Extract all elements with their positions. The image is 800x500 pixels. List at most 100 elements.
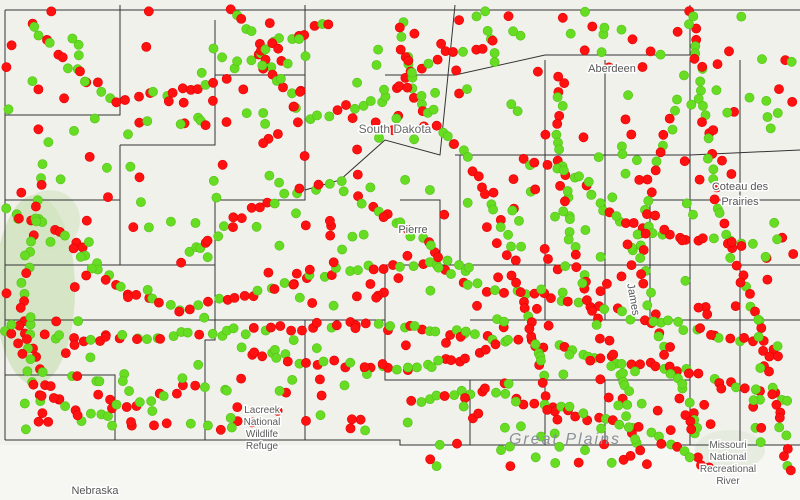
station-marker xyxy=(153,297,164,308)
station-marker xyxy=(680,275,691,286)
station-marker xyxy=(725,252,736,263)
station-marker xyxy=(693,302,704,313)
station-marker xyxy=(606,457,617,468)
station-marker xyxy=(167,88,178,98)
station-marker xyxy=(428,104,439,115)
station-marker xyxy=(93,77,103,88)
station-marker xyxy=(193,359,204,370)
station-marker xyxy=(513,334,524,345)
station-marker xyxy=(499,287,509,298)
station-marker xyxy=(622,239,633,250)
station-marker xyxy=(391,364,402,375)
station-marker xyxy=(57,52,68,63)
station-marker xyxy=(595,353,606,364)
station-marker xyxy=(640,228,651,239)
station-marker xyxy=(508,26,518,37)
station-marker xyxy=(431,461,442,471)
station-marker xyxy=(291,208,301,219)
station-marker xyxy=(217,159,228,170)
station-marker xyxy=(286,325,296,336)
station-marker xyxy=(51,316,62,327)
station-marker xyxy=(454,88,464,99)
station-marker xyxy=(269,284,280,294)
station-marker xyxy=(135,197,146,207)
station-marker xyxy=(16,277,27,288)
labels: South Dakota Aberdeen Pierre Nebraska Gr… xyxy=(70,62,770,499)
station-marker xyxy=(31,216,42,227)
station-marker xyxy=(107,420,117,431)
station-marker xyxy=(324,215,335,226)
station-marker xyxy=(356,198,367,209)
station-marker xyxy=(495,222,506,232)
station-marker xyxy=(313,179,324,190)
station-marker xyxy=(688,11,699,22)
station-marker xyxy=(611,211,622,221)
station-marker xyxy=(488,204,498,215)
station-marker xyxy=(86,263,97,274)
station-marker xyxy=(248,322,259,333)
station-marker xyxy=(550,458,561,468)
station-marker xyxy=(506,270,517,281)
station-marker xyxy=(684,368,694,379)
station-marker xyxy=(650,361,661,372)
station-marker xyxy=(431,120,442,131)
station-marker xyxy=(274,33,284,44)
station-marker xyxy=(753,314,764,325)
station-marker xyxy=(131,289,142,300)
station-marker xyxy=(736,11,747,22)
station-marker xyxy=(672,26,683,37)
station-marker xyxy=(637,62,648,72)
station-marker xyxy=(762,112,773,122)
station-marker xyxy=(697,233,708,244)
station-marker xyxy=(299,151,310,161)
station-marker xyxy=(519,303,530,314)
station-marker xyxy=(503,11,514,22)
station-marker xyxy=(636,269,646,280)
station-marker xyxy=(529,157,540,168)
station-marker xyxy=(370,117,381,128)
station-marker xyxy=(433,355,444,366)
station-marker xyxy=(630,366,640,377)
station-marker xyxy=(325,230,336,241)
station-marker xyxy=(699,399,710,410)
station-marker xyxy=(241,108,252,118)
station-marker xyxy=(446,269,456,279)
station-marker xyxy=(229,292,240,303)
station-marker xyxy=(232,402,243,412)
station-marker xyxy=(25,312,36,322)
station-marker xyxy=(665,368,676,379)
station-marker xyxy=(203,296,213,307)
station-marker xyxy=(436,38,446,49)
station-marker xyxy=(583,176,594,187)
station-marker xyxy=(536,431,546,442)
station-marker xyxy=(677,235,687,246)
station-marker xyxy=(693,368,704,379)
refuge-label: National xyxy=(244,417,281,428)
station-marker xyxy=(260,44,271,55)
station-marker xyxy=(709,194,720,205)
station-marker xyxy=(539,243,550,254)
station-marker xyxy=(596,47,607,58)
station-marker xyxy=(378,212,389,222)
state-label: South Dakota xyxy=(359,122,432,136)
station-marker xyxy=(550,211,560,222)
station-marker xyxy=(100,274,111,285)
station-marker xyxy=(408,261,419,271)
station-marker xyxy=(442,255,453,266)
station-marker xyxy=(126,417,136,427)
station-marker xyxy=(769,217,780,228)
station-marker xyxy=(614,419,625,430)
station-marker xyxy=(22,366,33,377)
station-marker xyxy=(337,244,347,255)
station-marker xyxy=(117,376,128,386)
station-marker xyxy=(471,11,482,22)
station-marker xyxy=(512,106,523,117)
station-marker xyxy=(623,90,633,101)
region-label: Great Plains xyxy=(509,431,621,448)
station-marker xyxy=(402,417,413,428)
station-marker xyxy=(439,391,450,401)
station-marker xyxy=(711,182,722,193)
station-marker xyxy=(488,187,499,198)
station-marker xyxy=(460,353,470,364)
station-marker xyxy=(105,394,115,405)
